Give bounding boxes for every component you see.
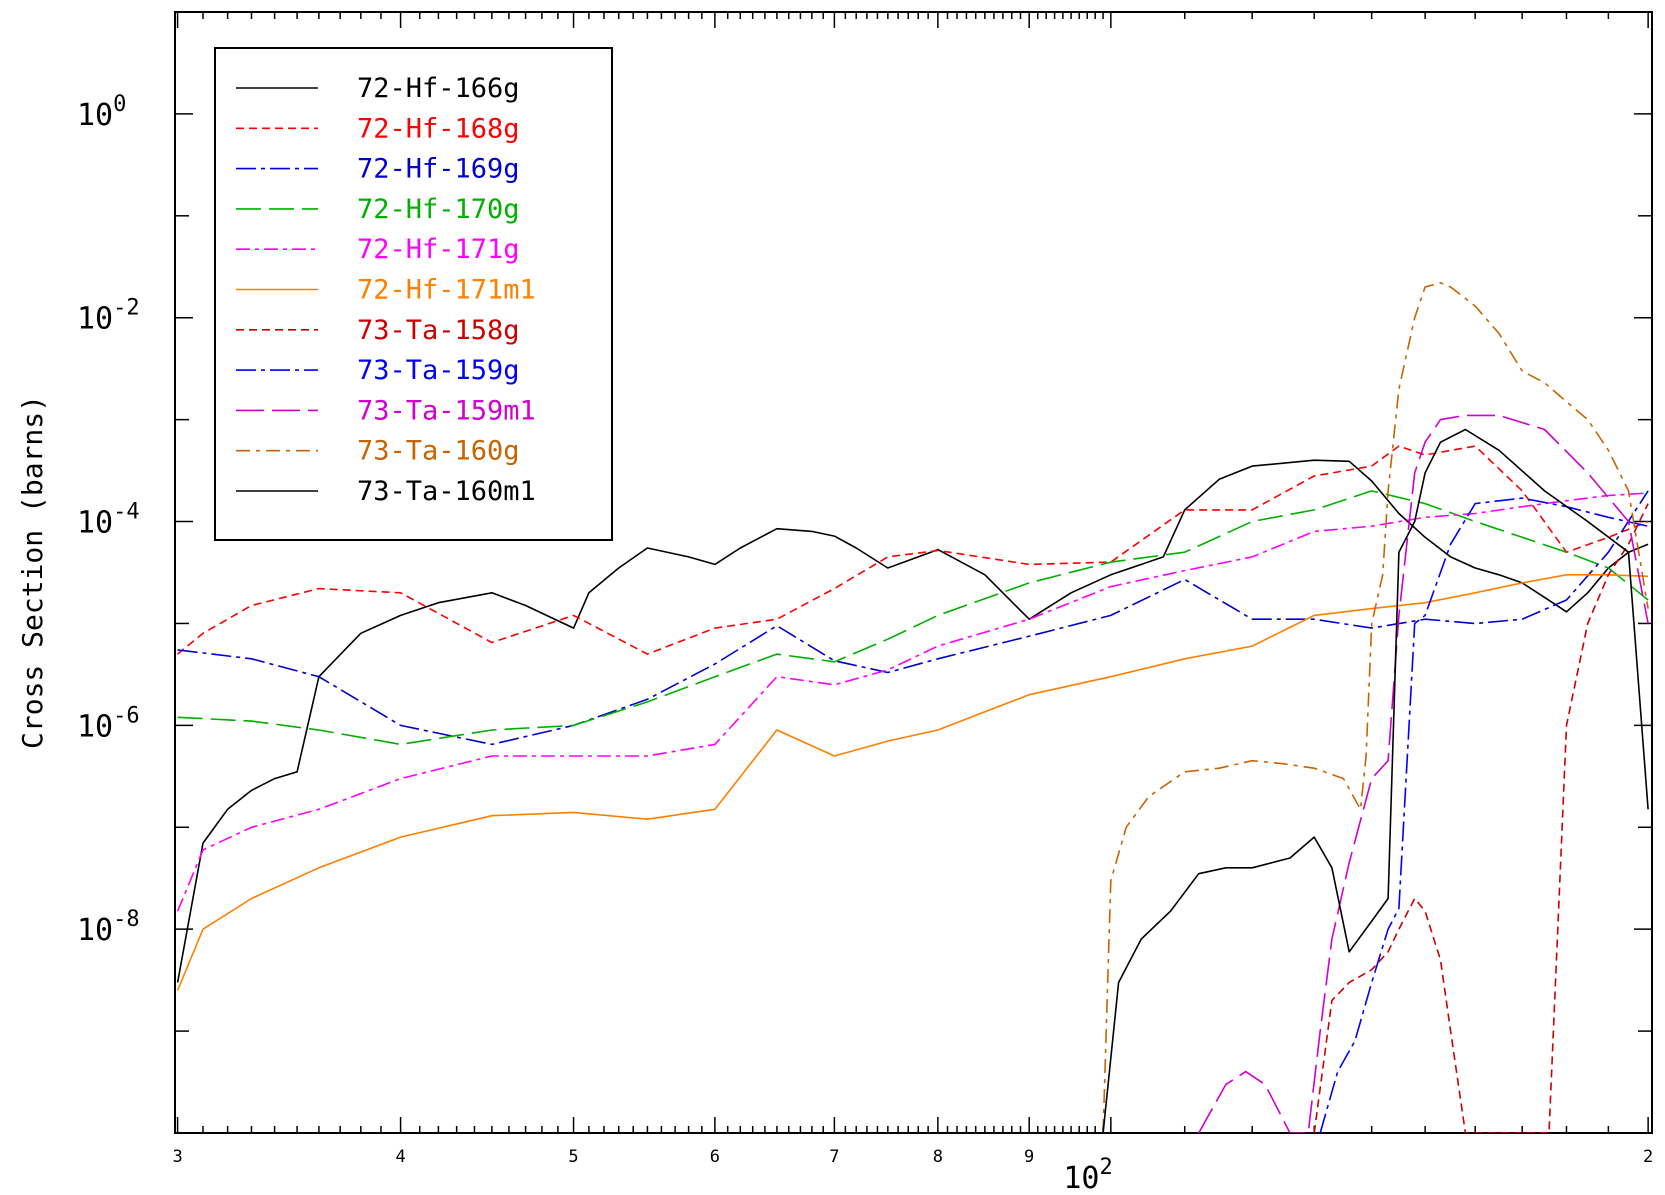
- x-decade-label: 102: [1063, 1155, 1112, 1195]
- legend-label: 72-Hf-171m1: [357, 275, 536, 306]
- y-tick-label: 100: [77, 92, 126, 133]
- series-line-73-Ta-160g: [1102, 281, 1649, 1133]
- x-tick-label: 9: [1024, 1147, 1034, 1167]
- legend-label: 72-Hf-170g: [357, 194, 520, 225]
- legend-label: 73-Ta-159m1: [357, 395, 536, 426]
- series-layer: [176, 281, 1649, 1133]
- series-line-72-Hf-166g: [176, 459, 1649, 983]
- legend-label: 73-Ta-160g: [357, 436, 520, 467]
- series-line-73-Ta-159m1: [1198, 414, 1649, 1133]
- axis-ticks: [175, 11, 1652, 1134]
- series-line-72-Hf-169g: [177, 490, 1649, 746]
- x-tick-label: 5: [568, 1147, 578, 1167]
- legend-label: 72-Hf-171g: [357, 234, 520, 265]
- series-line-72-Hf-170g: [177, 490, 1649, 746]
- legend-label: 72-Hf-168g: [357, 113, 520, 144]
- x-tick-label: 3: [172, 1147, 182, 1167]
- x-tick-label: 7: [829, 1147, 839, 1167]
- series-line-72-Hf-171m1: [176, 573, 1649, 991]
- legend-box: [214, 47, 613, 541]
- legend: 72-Hf-166g 72-Hf-168g 72-Hf-169g 72-Hf-170g…: [214, 47, 613, 541]
- plot-frame: [174, 11, 1653, 1134]
- legend-label: 73-Ta-158g: [357, 315, 520, 346]
- legend-label: 73-Ta-159g: [357, 355, 520, 386]
- series-line-73-Ta-160m1: [1102, 428, 1649, 1133]
- x-tick-label: 8: [933, 1147, 943, 1167]
- legend-label: 72-Hf-166g: [357, 73, 520, 104]
- x-tick-label: 6: [710, 1147, 720, 1167]
- series-line-72-Hf-171g: [176, 492, 1649, 912]
- series-line-73-Ta-158g: [1313, 503, 1649, 1133]
- y-axis-title: Cross Section (barns): [16, 395, 49, 749]
- legend-label: 72-Hf-169g: [357, 154, 520, 185]
- x-tick-label: 4: [395, 1147, 405, 1167]
- y-tick-label: 10-2: [77, 296, 140, 337]
- y-tick-label: 10-6: [77, 703, 140, 744]
- y-tick-label: 10-4: [77, 500, 140, 541]
- legend-label: 73-Ta-160m1: [357, 476, 536, 507]
- y-tick-labels: 100 10-2 10-4 10-6 10-8: [77, 92, 140, 948]
- series-line-72-Hf-168g: [177, 445, 1649, 655]
- series-line-73-Ta-159g: [1319, 497, 1649, 1133]
- x-tick-label: 2: [1643, 1147, 1653, 1167]
- y-tick-label: 10-8: [77, 907, 140, 948]
- x-tick-labels: 3 4 5 6 7 8 9 2: [172, 1147, 1653, 1167]
